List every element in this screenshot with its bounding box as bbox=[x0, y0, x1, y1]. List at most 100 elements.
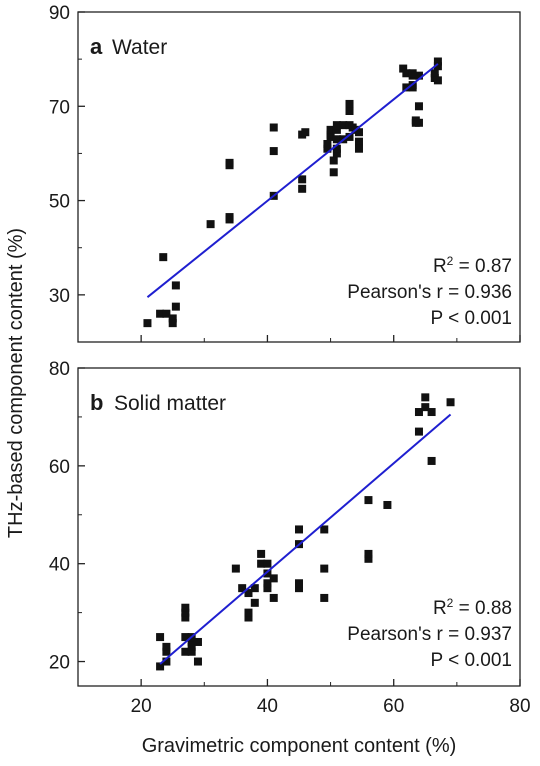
panel-a-data-point bbox=[298, 184, 307, 193]
panel-b-data-point bbox=[263, 559, 272, 568]
panel-a-data-point bbox=[332, 125, 341, 134]
panel-b-data-point bbox=[257, 559, 266, 568]
panel-a-ytick-label: 50 bbox=[49, 192, 70, 213]
panel-b-data-point bbox=[187, 642, 196, 651]
panel-b-data-point bbox=[295, 584, 303, 593]
panel-a-data-point bbox=[414, 118, 423, 127]
panel-a-data-point bbox=[433, 62, 442, 71]
panel-a-water: 30 50 70 90 a Water R2 = 0.87 Pearson's r =… bbox=[49, 3, 521, 343]
panel-a-data-point bbox=[354, 128, 363, 137]
panel-b-data-point bbox=[383, 500, 392, 509]
panel-b-title: Solid matter bbox=[114, 392, 226, 415]
panel-b-xtick-label: 40 bbox=[257, 696, 278, 717]
panel-b-data-point bbox=[364, 496, 373, 505]
panel-a-data-point bbox=[345, 107, 354, 115]
panel-b-data-point bbox=[193, 637, 202, 646]
panel-b-stat-pearson: Pearson's r = 0.937 bbox=[347, 624, 512, 645]
panel-a-data-point bbox=[171, 281, 180, 290]
panel-b-data-point bbox=[295, 525, 303, 534]
panel-b-data-point bbox=[269, 574, 278, 583]
panel-a-data-point bbox=[399, 64, 408, 73]
panel-b-data-point bbox=[269, 593, 278, 602]
panel-a-data-point bbox=[339, 121, 348, 130]
panel-b-xtick-label: 60 bbox=[383, 696, 404, 717]
panel-a-data-point bbox=[345, 99, 354, 108]
panel-b-data-point bbox=[320, 525, 329, 534]
panel-a-data-point bbox=[162, 309, 171, 318]
panel-b-stat-r2: R2 = 0.88 bbox=[433, 596, 512, 619]
panel-b-xtick-label: 20 bbox=[131, 696, 152, 717]
panel-b-ytick-label: 20 bbox=[49, 653, 70, 674]
panel-b-data-point bbox=[364, 549, 373, 558]
panel-b-plot-frame bbox=[77, 367, 521, 687]
panel-a-data-point bbox=[402, 69, 411, 78]
panel-b-data-point bbox=[263, 584, 272, 593]
panel-a-data-point bbox=[402, 83, 411, 92]
panel-b-data-point bbox=[421, 393, 430, 402]
panel-a-data-point bbox=[323, 140, 332, 148]
panel-a-data-point bbox=[298, 175, 307, 184]
panel-a-data-point bbox=[326, 125, 335, 134]
panel-b-data-point bbox=[181, 608, 190, 617]
panel-a-data-point bbox=[433, 57, 442, 66]
panel-b-data-point bbox=[414, 427, 423, 436]
panel-a-data-point bbox=[168, 319, 177, 328]
panel-b-data-point bbox=[250, 584, 259, 593]
panel-a-data-point bbox=[433, 76, 442, 85]
panel-b-data-point bbox=[320, 593, 329, 602]
panel-a-data-point bbox=[171, 302, 180, 311]
panel-a-data-point bbox=[168, 314, 177, 323]
panel-a-ticks: 30 50 70 90 bbox=[49, 3, 521, 342]
panel-a-data-point bbox=[301, 128, 310, 137]
panel-b-data-point bbox=[181, 647, 190, 656]
panel-b-data-point bbox=[295, 579, 303, 588]
panel-a-data-point bbox=[332, 135, 341, 144]
panel-b-data-point bbox=[187, 637, 196, 646]
panel-b-ytick-label: 80 bbox=[49, 359, 70, 380]
panel-b-data-point bbox=[181, 633, 190, 642]
panel-b-data-point bbox=[427, 456, 436, 465]
panel-b-data-point bbox=[257, 549, 266, 558]
panel-b-stat-p: P < 0.001 bbox=[430, 650, 512, 671]
panel-b-data-point bbox=[244, 613, 253, 622]
panel-a-data-point bbox=[354, 137, 363, 146]
panel-b-data-point bbox=[263, 569, 272, 578]
panel-b-data-point bbox=[238, 584, 247, 593]
panel-b-fit-line bbox=[159, 413, 452, 665]
panel-b-xtick-label: 80 bbox=[509, 696, 530, 717]
panel-a-data-point bbox=[323, 144, 332, 153]
panel-b-data-point bbox=[156, 633, 165, 642]
panel-a-data-point bbox=[408, 69, 417, 78]
panel-b-solid-matter: 20 40 60 80 20 40 60 80 b Solid matter R2 = 0.8… bbox=[49, 359, 531, 717]
panel-b-data-point bbox=[231, 564, 240, 573]
panel-a-data-point bbox=[414, 71, 423, 80]
panel-a-data-point bbox=[143, 319, 152, 328]
panel-b-data-point bbox=[250, 598, 259, 607]
panel-b-data-point bbox=[244, 589, 253, 598]
panel-b-data-point bbox=[364, 554, 373, 563]
panel-a-plot-frame bbox=[77, 11, 521, 343]
panel-a-data-point bbox=[329, 156, 338, 165]
panel-b-data-point bbox=[181, 613, 190, 622]
panel-a-stat-r2: R2 = 0.87 bbox=[433, 254, 512, 277]
panel-a-points bbox=[143, 57, 442, 328]
panel-a-data-point bbox=[156, 309, 165, 318]
panel-b-data-point bbox=[162, 657, 171, 666]
panel-a-data-point bbox=[345, 132, 354, 141]
panel-a-ytick-label: 90 bbox=[49, 3, 70, 24]
panel-b-data-point bbox=[244, 608, 253, 617]
panel-b-data-point bbox=[427, 408, 436, 417]
panel-b-points bbox=[156, 393, 455, 671]
panel-a-letter: a bbox=[90, 34, 103, 59]
panel-b-data-point bbox=[263, 579, 272, 588]
panel-b-data-point bbox=[414, 408, 423, 417]
panel-a-ytick-label: 30 bbox=[49, 286, 70, 307]
panel-a-data-point bbox=[430, 69, 439, 78]
panel-a-data-point bbox=[332, 121, 341, 130]
panel-a-data-point bbox=[206, 220, 215, 229]
panel-b-letter: b bbox=[90, 390, 103, 415]
panel-a-data-point bbox=[332, 144, 341, 153]
panel-a-fit-line bbox=[146, 63, 439, 298]
panel-b-data-point bbox=[421, 403, 430, 412]
